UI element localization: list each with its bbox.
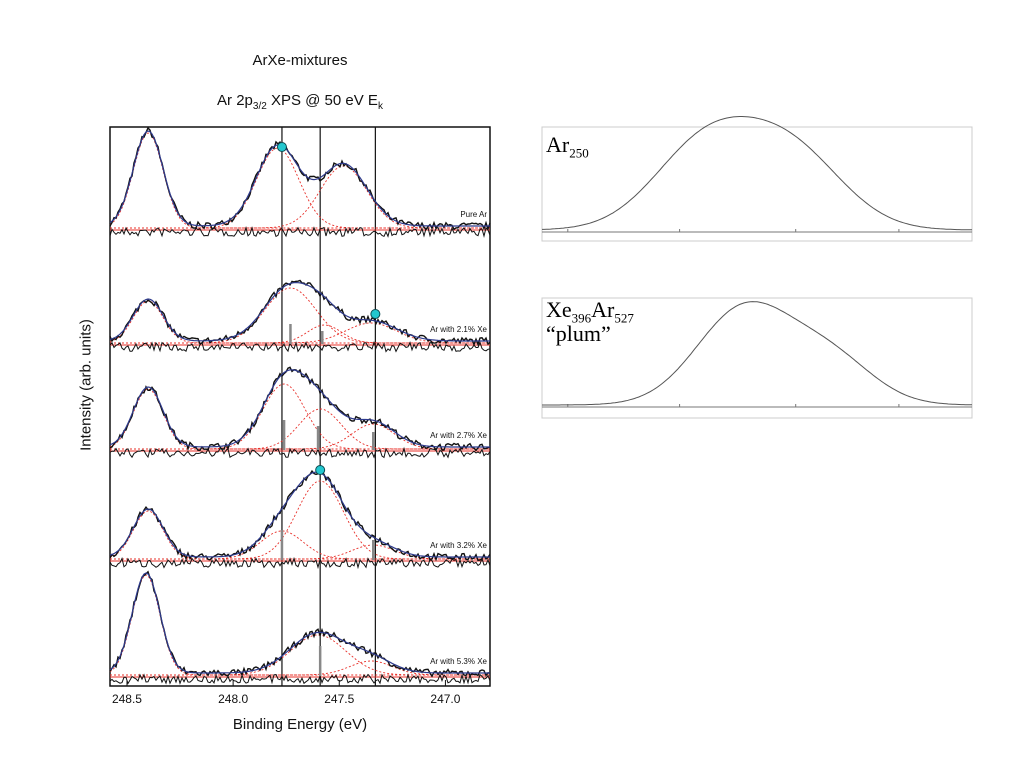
spectrum-fit [109,369,490,448]
x-axis-label: Binding Energy (eV) [232,716,368,733]
spectrum-data [109,126,491,232]
fit-component-peak [110,165,490,229]
spectrum-fit [109,572,490,674]
spectrum-data [109,467,491,562]
x-tick-label: 248.5 [112,692,142,706]
fit-residual [109,556,491,570]
spectrum-label: Ar with 5.3% Xe [430,657,487,666]
fit-component-peak [110,147,490,229]
fit-component-peak [110,544,490,560]
plot-frame [109,126,491,687]
x-tick-label: 247.0 [430,692,460,706]
peak-marker [276,142,287,152]
spectrum-label: Ar with 3.2% Xe [430,541,487,550]
fit-component-peak [110,383,490,450]
fit-component-peak [109,132,490,229]
fit-residual [109,673,491,685]
peak-marker [370,309,381,319]
x-tick-label: 248.0 [218,692,248,706]
spectrum-fit [109,130,490,227]
spectrum-label: Ar with 2.1% Xe [430,325,487,334]
spectrum-label: Pure Ar [460,210,487,219]
spectrum-fit [109,471,490,558]
fit-residual [109,446,491,459]
simulated-spectrum-curve [542,116,972,231]
fit-residual [109,225,491,238]
fit-component-peak [110,480,490,560]
peak-marker [315,465,326,475]
spectrum-data [109,570,491,678]
x-tick-label: 247.5 [324,692,354,706]
spectrum-panel [541,297,973,419]
fit-residual [109,341,491,353]
fit-component-peak [110,324,490,344]
spectrum-fit [109,281,490,342]
spectrum-label: Ar with 2.7% Xe [430,431,487,440]
fit-component-peak [110,660,490,676]
spectrum-data [109,366,491,452]
spectrum-data [109,279,491,347]
chart-subtitle: Ar 2p3/2 XPS @ 50 eV Ek [217,92,383,112]
fit-component-peak [110,287,490,344]
spectrum-panel [541,126,973,242]
xe396ar527-label: Xe396Ar527 [546,297,634,326]
fit-component-peak [110,408,490,450]
chart-title: ArXe-mixtures [252,52,348,69]
plum-label: “plum” [546,321,611,346]
simulated-spectrum-curve [542,301,972,406]
ar250-label: Ar250 [546,132,589,161]
